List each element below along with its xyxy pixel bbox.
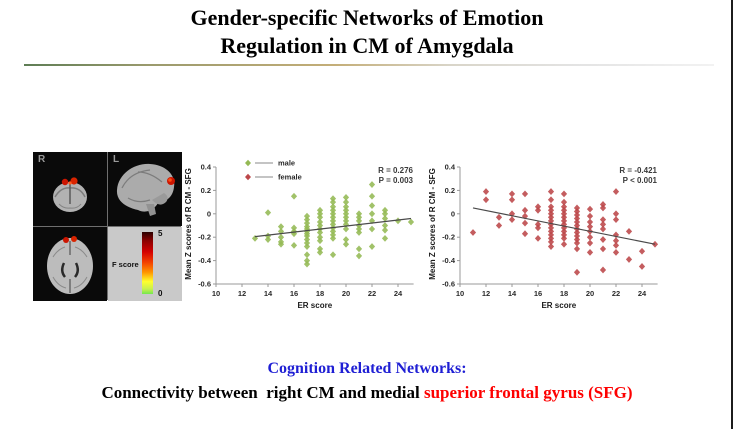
svg-text:12: 12	[482, 289, 490, 298]
svg-text:22: 22	[612, 289, 620, 298]
fscore-colorbar	[142, 232, 153, 294]
fscore-colorbar-panel: F score 5 0	[108, 227, 182, 301]
svg-text:10: 10	[212, 289, 220, 298]
svg-text:20: 20	[342, 289, 350, 298]
svg-text:16: 16	[534, 289, 542, 298]
scatter-plot-female: 0.4 0.2 0 -0.2 -0.4 -0.610 12 14 16 18 20 22 24 ER sc…	[428, 163, 659, 310]
svg-text:14: 14	[264, 289, 273, 298]
svg-text:female: female	[278, 173, 302, 182]
title-line-2: Regulation in CM of Amygdala	[220, 33, 514, 58]
svg-text:24: 24	[394, 289, 403, 298]
slide-right-border	[731, 0, 733, 429]
colorbar-title: F score	[112, 260, 139, 269]
brain-coronal-slice: R	[33, 152, 107, 226]
svg-text:10: 10	[456, 289, 464, 298]
svg-text:12: 12	[238, 289, 246, 298]
svg-text:18: 18	[316, 289, 324, 298]
svg-text:0.2: 0.2	[201, 186, 211, 195]
title-line-1: Gender-specific Networks of Emotion	[190, 5, 544, 30]
svg-text:0.4: 0.4	[445, 163, 456, 172]
svg-text:18: 18	[560, 289, 568, 298]
svg-text:-0.4: -0.4	[442, 256, 456, 265]
svg-text:0.2: 0.2	[445, 186, 455, 195]
svg-text:ER score: ER score	[541, 301, 576, 310]
brain-axial-slice	[33, 227, 107, 301]
footer-text-black: Connectivity between right CM and medial	[101, 383, 424, 402]
svg-text:R = 0.276: R = 0.276	[378, 166, 413, 175]
svg-text:R = -0.421: R = -0.421	[619, 166, 657, 175]
svg-text:P < 0.001: P < 0.001	[623, 176, 658, 185]
svg-text:0.4: 0.4	[201, 163, 212, 172]
svg-text:22: 22	[368, 289, 376, 298]
scatter-plot-male: 0.4 0.2 0 -0.2 -0.4 -0.610 12 14 16 18 20 22 24 ER sc…	[184, 159, 415, 310]
orientation-label-right: R	[38, 154, 46, 165]
axial-brain-graphic	[47, 236, 93, 294]
footer-text: Connectivity between right CM and medial…	[0, 383, 734, 403]
svg-text:Mean Z scores of R CM - SFG: Mean Z scores of R CM - SFG	[428, 168, 437, 280]
svg-text:P = 0.003: P = 0.003	[379, 176, 414, 185]
svg-text:-0.6: -0.6	[442, 280, 455, 289]
title-divider	[24, 64, 714, 66]
svg-text:16: 16	[290, 289, 298, 298]
footer-text-red: superior frontal gyrus (SFG)	[423, 383, 633, 402]
colorbar-min-value: 0	[158, 289, 163, 298]
orientation-label-left: L	[113, 154, 120, 165]
svg-text:-0.2: -0.2	[442, 233, 455, 242]
sagittal-brain-graphic	[116, 163, 175, 216]
colorbar-max-value: 5	[158, 229, 163, 238]
svg-text:20: 20	[586, 289, 594, 298]
svg-text:male: male	[278, 159, 295, 168]
coronal-brain-graphic	[53, 177, 87, 212]
footer-heading: Cognition Related Networks:	[267, 360, 467, 377]
svg-text:24: 24	[638, 289, 647, 298]
svg-text:14: 14	[508, 289, 517, 298]
svg-text:0: 0	[451, 209, 455, 218]
svg-text:ER score: ER score	[297, 301, 332, 310]
brain-sagittal-slice: L	[108, 152, 182, 226]
brain-figure-panel: R L	[33, 152, 182, 301]
svg-text:-0.2: -0.2	[198, 233, 211, 242]
svg-text:-0.6: -0.6	[198, 280, 211, 289]
svg-text:-0.4: -0.4	[198, 256, 212, 265]
svg-text:Mean Z scores of R CM - SFG: Mean Z scores of R CM - SFG	[184, 168, 193, 280]
slide-title: Gender-specific Networks of Emotion Regu…	[0, 4, 734, 60]
svg-text:0: 0	[207, 209, 211, 218]
